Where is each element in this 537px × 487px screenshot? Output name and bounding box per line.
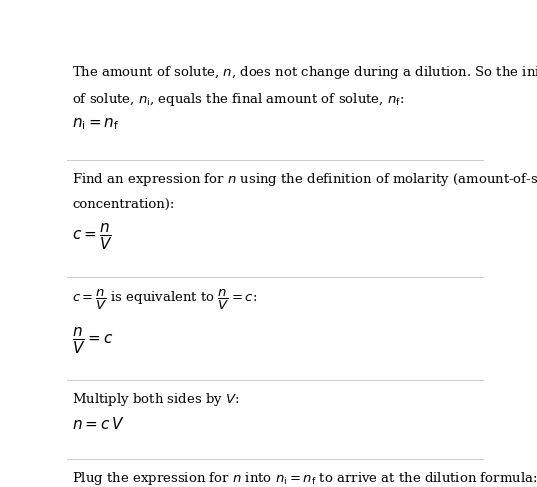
- Text: $n_\mathrm{i} = n_\mathrm{f}$: $n_\mathrm{i} = n_\mathrm{f}$: [72, 117, 120, 132]
- Text: Plug the expression for $n$ into $n_\mathrm{i} = n_\mathrm{f}$ to arrive at the : Plug the expression for $n$ into $n_\mat…: [72, 470, 537, 487]
- Text: $c = \dfrac{n}{V}$: $c = \dfrac{n}{V}$: [72, 223, 113, 252]
- Text: $n = c\,V$: $n = c\,V$: [72, 416, 125, 432]
- Text: Multiply both sides by $V$:: Multiply both sides by $V$:: [72, 392, 240, 409]
- Text: Find an expression for $n$ using the definition of molarity (amount-of-substance: Find an expression for $n$ using the def…: [72, 171, 537, 188]
- Text: The amount of solute, $n$, does not change during a dilution. So the initial amo: The amount of solute, $n$, does not chan…: [72, 64, 537, 81]
- Text: $c = \dfrac{n}{V}$ is equivalent to $\dfrac{n}{V} = c$:: $c = \dfrac{n}{V}$ is equivalent to $\df…: [72, 288, 257, 312]
- Text: $\dfrac{n}{V} = c$: $\dfrac{n}{V} = c$: [72, 326, 113, 356]
- Text: of solute, $n_\mathrm{i}$, equals the final amount of solute, $n_\mathrm{f}$:: of solute, $n_\mathrm{i}$, equals the fi…: [72, 91, 404, 108]
- Text: concentration):: concentration):: [72, 198, 175, 211]
